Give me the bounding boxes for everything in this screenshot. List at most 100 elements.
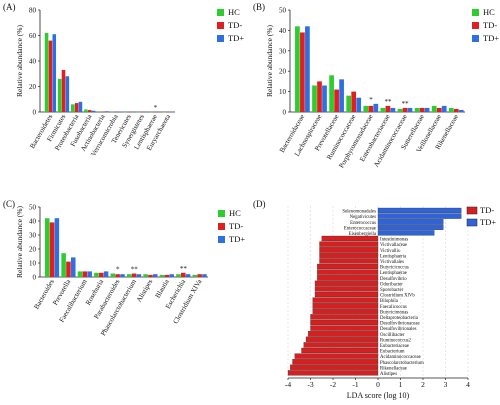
legend-swatch (217, 35, 224, 42)
bar-hc (110, 273, 116, 277)
bar-tdplus (103, 271, 109, 277)
bar-tdplus (52, 34, 57, 112)
lda-bar-label: Oscillibacter (380, 333, 405, 338)
bar-tdplus (373, 103, 379, 112)
significance-marker: * (116, 266, 120, 274)
legend-swatch (218, 223, 225, 230)
significance-marker: ** (180, 265, 188, 273)
legend-label: HC (483, 7, 495, 17)
lda-bar (292, 359, 379, 365)
bar-hc (448, 107, 454, 112)
bar-tdplus (390, 107, 396, 112)
bar-tdminus (61, 69, 66, 112)
legend-label: TD- (480, 205, 494, 215)
y-tick-label: 10 (29, 260, 37, 268)
y-axis-label: Relative abundance (%) (15, 24, 24, 97)
legend-label: TD- (228, 20, 242, 30)
y-tick-label: 10 (279, 88, 287, 96)
bar-hc (70, 104, 75, 112)
lda-bar (314, 286, 379, 292)
lda-bar (319, 247, 379, 253)
significance-marker: ** (402, 100, 410, 108)
panel-label: (C) (3, 199, 15, 209)
lda-bar (377, 213, 462, 219)
x-tick-label: 0 (376, 380, 380, 389)
bar-hc (414, 107, 420, 112)
lda-bar-label: Sporobacter (380, 288, 404, 293)
bar-hc (397, 108, 403, 112)
lda-bar-label: Enterococcaceae (344, 226, 376, 231)
lda-bar (317, 263, 379, 270)
legend-swatch (217, 9, 224, 16)
y-tick-label: 50 (279, 7, 287, 15)
significance-marker: ** (131, 266, 139, 274)
bar-tdminus (148, 274, 153, 277)
lda-bar (317, 275, 379, 281)
bar-tdminus (436, 107, 442, 112)
lda-bar (303, 342, 379, 348)
lda-bar-label: Eubacterium (380, 350, 405, 355)
lda-bar (312, 297, 379, 303)
bar-tdplus (104, 111, 109, 112)
bar-tdplus (120, 274, 125, 277)
y-tick-label: 50 (29, 204, 37, 212)
bar-tdplus (71, 257, 76, 277)
x-tick-label: Bacteroides (32, 278, 56, 311)
bar-hc (94, 272, 99, 277)
lda-bar-label: Phascolarctobacterium (380, 361, 424, 366)
bar-tdminus (82, 271, 88, 277)
y-tick-label: 30 (29, 232, 37, 240)
bar-hc (380, 107, 386, 112)
lda-bar-label: Clostridium XlVb (380, 294, 415, 299)
y-tick-label: 20 (279, 68, 287, 76)
x-tick-label: -1 (352, 380, 358, 389)
y-tick-label: 60 (29, 32, 37, 40)
bar-tdplus (424, 107, 430, 112)
lda-bar-label: Eisenbergiella (349, 232, 377, 237)
lda-bar-label: Desulfovibrionaceae (380, 322, 420, 327)
lda-bar-label: Victivallis (380, 249, 400, 254)
bar-hc (192, 274, 198, 277)
legend-label: HC (228, 7, 240, 17)
bar-hc (44, 32, 49, 113)
x-axis-label: LDA score (log 10) (347, 391, 410, 400)
bar-hc (143, 274, 148, 277)
bar-tdplus (136, 274, 142, 277)
chart-panel-4: (D) -4 -3 -2 -1 0 1 2 3 4 LDA score (log 10) Seleno… (253, 199, 496, 400)
bar-tdminus (66, 261, 71, 277)
legend-swatch (472, 22, 479, 29)
chart-panel-3: (C) 0 10 20 30 40 50 Relative abundance (%) Bact… (3, 199, 245, 337)
lda-bar (319, 252, 379, 258)
bar-hc (57, 78, 62, 112)
lda-bar-label: Selenomonadales (342, 210, 376, 215)
y-tick-label: 80 (29, 7, 37, 15)
legend-swatch (218, 210, 225, 217)
lda-bar-label: Alistipes (380, 372, 397, 377)
bar-tdplus (458, 109, 464, 112)
significance-marker: * (369, 96, 373, 104)
legend-swatch (472, 9, 479, 16)
lda-bar (377, 224, 444, 230)
bar-hc (176, 274, 181, 277)
legend-label: TD+ (480, 217, 496, 227)
bar-tdplus (54, 218, 60, 277)
lda-bar (312, 308, 379, 314)
bar-tdplus (153, 274, 158, 277)
lda-bar-label: Butyricimonas (380, 310, 408, 315)
bar-hc (44, 218, 50, 277)
y-axis-label: Relative abundance (%) (265, 24, 274, 97)
y-tick-label: 40 (29, 58, 37, 66)
lda-bar-label: Deltaproteobacteria (380, 316, 419, 321)
lda-bar (294, 353, 379, 359)
lda-bar (305, 336, 379, 342)
bar-hc (97, 111, 101, 112)
bar-tdminus (385, 105, 391, 112)
bar-tdminus (98, 272, 104, 277)
bar-hc (61, 253, 66, 277)
bar-tdminus (49, 222, 55, 277)
lda-bar (310, 325, 379, 331)
legend-label: TD- (483, 20, 497, 30)
